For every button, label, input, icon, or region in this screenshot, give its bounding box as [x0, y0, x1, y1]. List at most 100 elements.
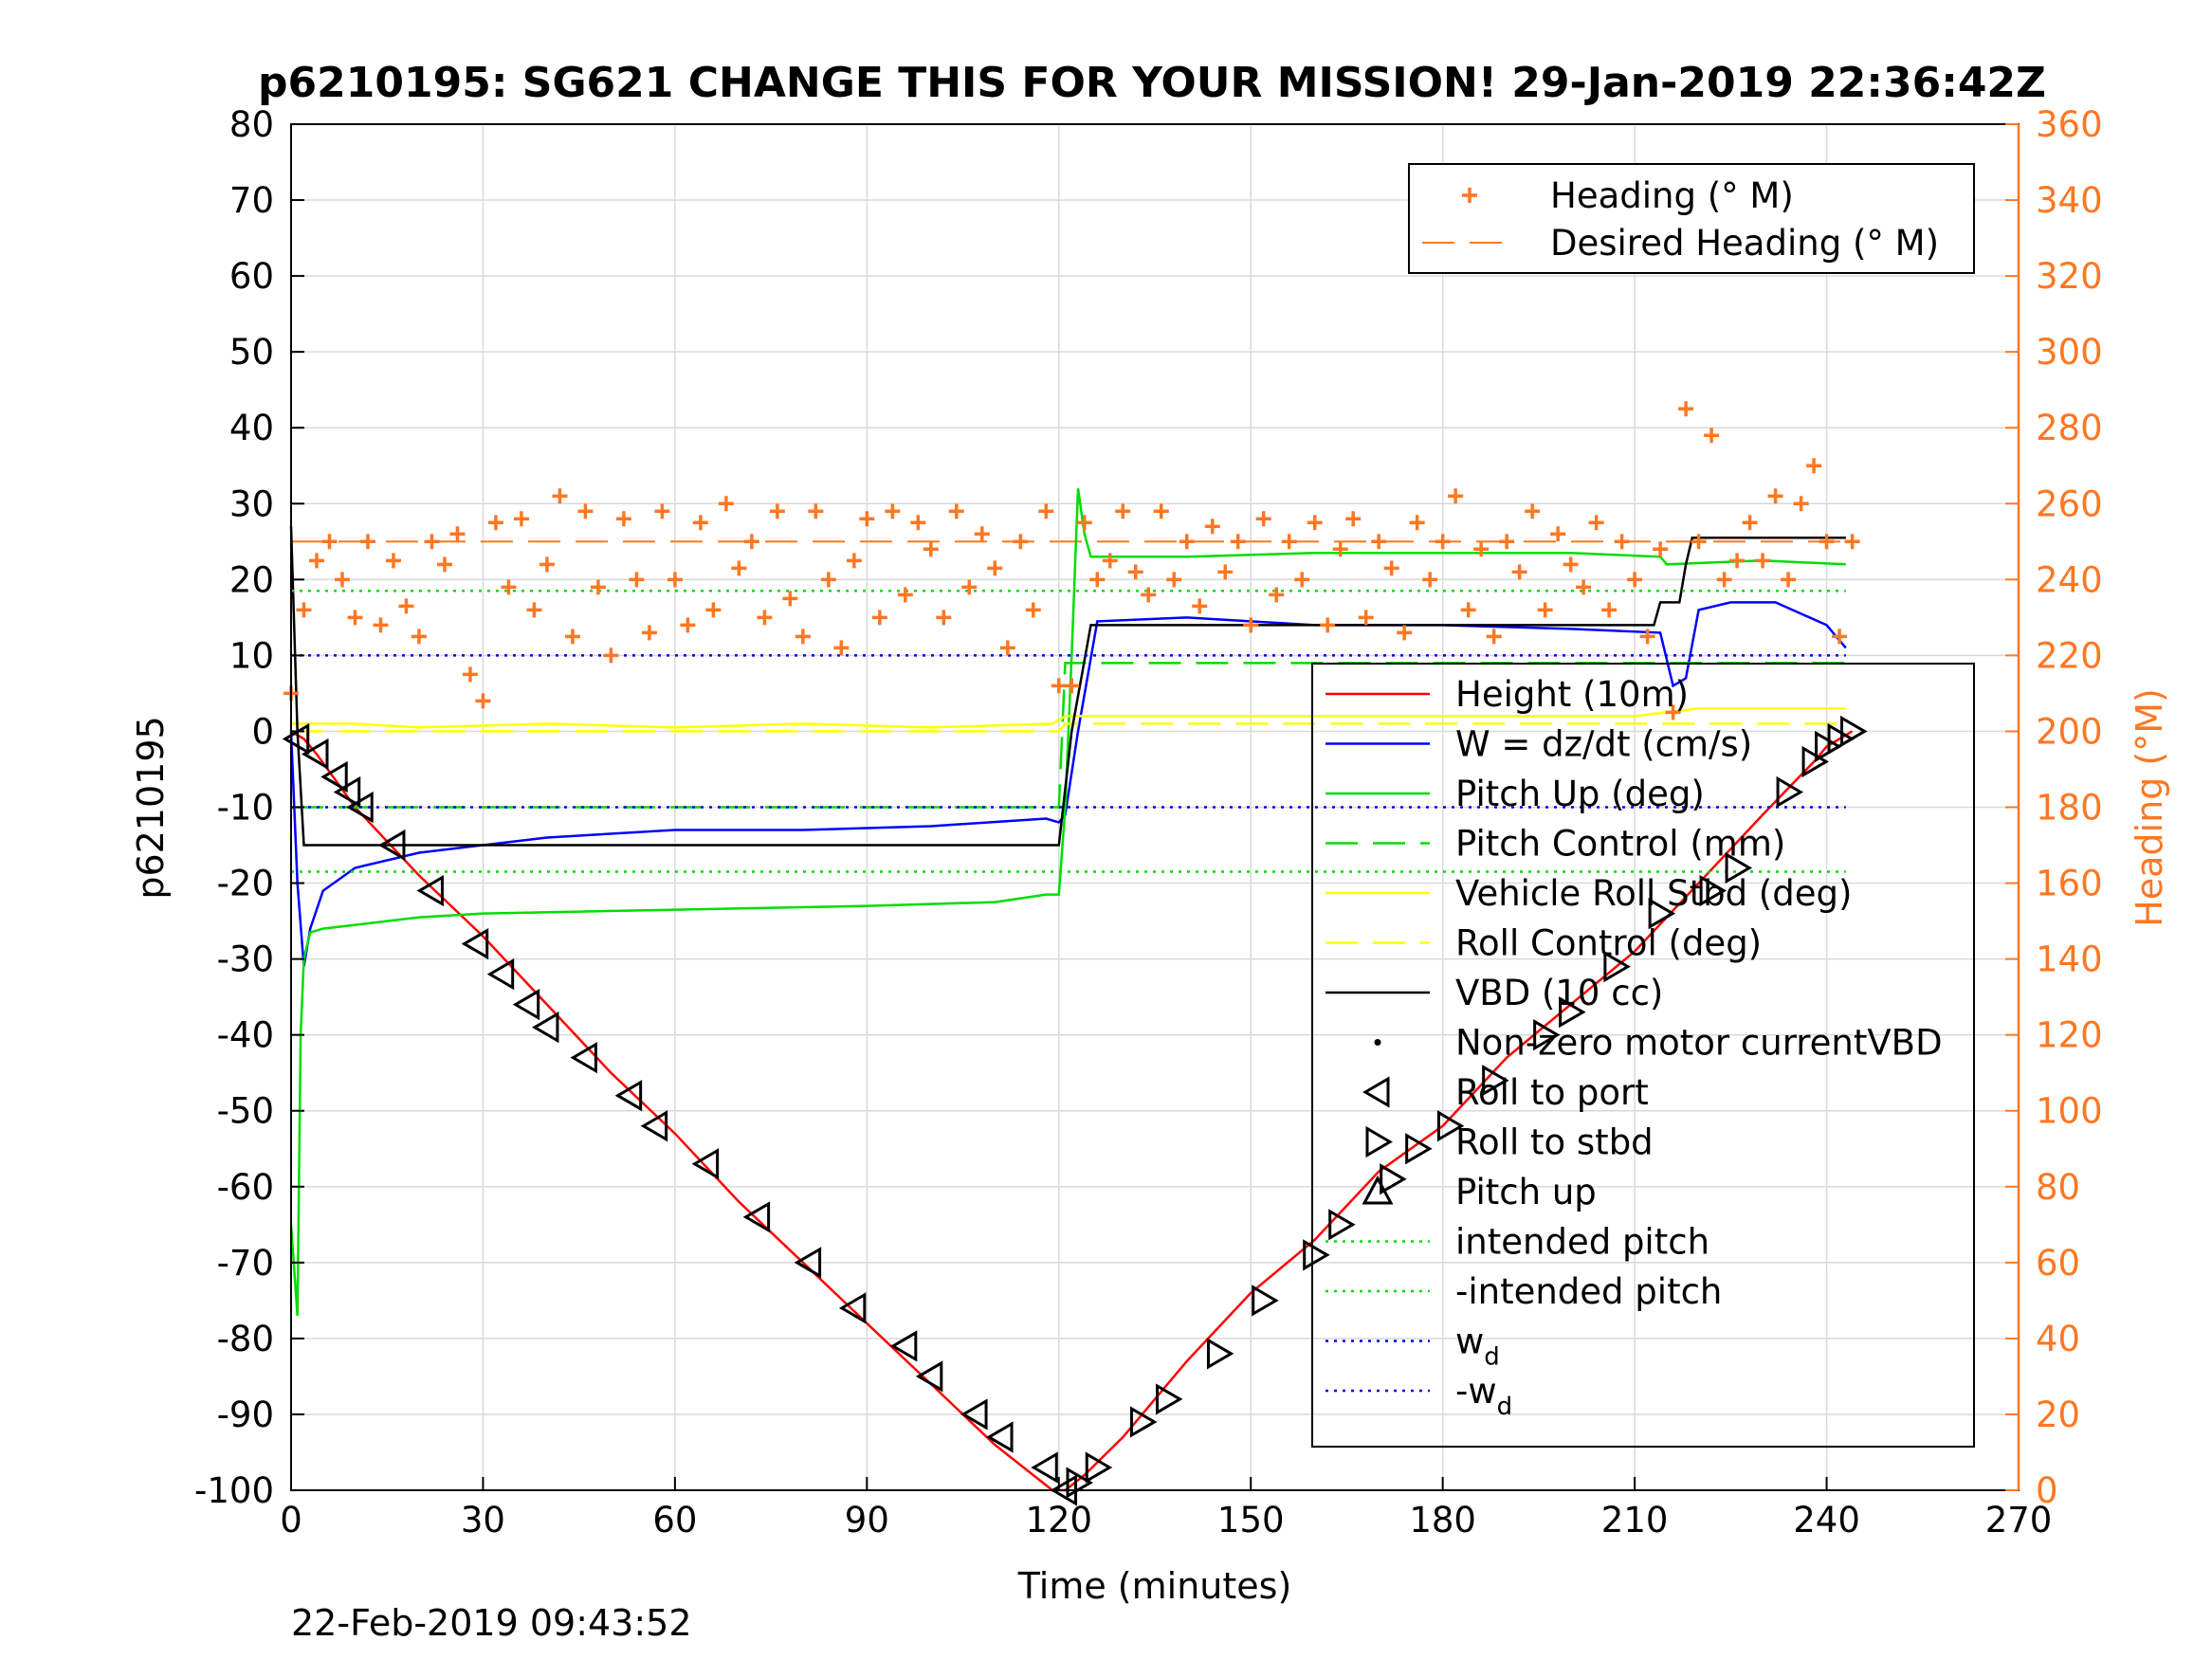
roll-to-port-marker [486, 958, 515, 991]
heading-point [1653, 541, 1669, 557]
roll-to-stbd-marker [1380, 1163, 1407, 1195]
heading-point [846, 553, 862, 569]
x-tick-label: 210 [1601, 1500, 1669, 1540]
x-tick-label: 270 [1985, 1500, 2053, 1540]
y-right-tick-label: 340 [2036, 180, 2103, 221]
y-tick-label: 40 [229, 408, 274, 448]
heading-point [1064, 678, 1080, 694]
heading-point [1537, 602, 1553, 618]
roll-to-port-marker [986, 1421, 1014, 1453]
heading-point [1166, 572, 1182, 588]
y-right-tick-label: 360 [2036, 104, 2103, 145]
legend-label: VBD (10 cc) [1455, 973, 1663, 1013]
heading-point [552, 488, 568, 504]
y-tick-label: 50 [229, 332, 274, 373]
series-line [289, 526, 1846, 847]
roll-to-stbd-marker [1776, 775, 1804, 809]
heading-point [1076, 515, 1092, 531]
y-right-tick-label: 120 [2036, 1015, 2103, 1056]
x-tick-label: 90 [845, 1500, 889, 1540]
heading-point [1409, 515, 1425, 531]
y-axis-label: p6210195 [130, 716, 172, 899]
heading-point [1422, 572, 1438, 588]
roll-to-port-marker [461, 927, 489, 960]
y-tick-label: 30 [229, 483, 274, 524]
heading-point [1255, 511, 1271, 527]
heading-point [1781, 572, 1797, 588]
roll-to-stbd-marker [1436, 1110, 1465, 1142]
series-line [291, 722, 1846, 733]
heading-point [334, 572, 350, 588]
heading-point [1141, 587, 1157, 603]
roll-to-port-marker [838, 1292, 867, 1324]
legend-symbol [1374, 1039, 1381, 1046]
y-right-tick-label: 160 [2036, 864, 2103, 904]
heading-point [897, 587, 913, 603]
heading-point [1716, 572, 1732, 588]
heading-point [1320, 617, 1336, 633]
roll-to-port-marker [614, 1080, 643, 1112]
heading-point [398, 598, 414, 614]
legend-subscript: d [1484, 1343, 1500, 1372]
x-tick-label: 60 [652, 1500, 697, 1540]
heading-point [1704, 428, 1720, 444]
heading-point [1742, 515, 1758, 531]
timestamp: 22-Feb-2019 09:43:52 [291, 1602, 692, 1644]
heading-point [1511, 564, 1527, 580]
heading-point [1525, 503, 1541, 520]
legend-heading-symbol [1462, 188, 1477, 203]
heading-point [1614, 534, 1630, 550]
heading-point [1755, 553, 1771, 569]
heading-point [743, 534, 759, 550]
heading-point [308, 553, 324, 569]
heading-point [1230, 534, 1246, 550]
legend-label: Heading (° M) [1550, 175, 1794, 216]
heading-point [769, 503, 785, 520]
heading-point [999, 640, 1015, 656]
heading-point [1844, 534, 1860, 550]
roll-to-port-marker [416, 874, 444, 907]
roll-to-stbd-marker [1482, 1065, 1509, 1097]
x-axis-label: Time (minutes) [1017, 1565, 1292, 1607]
heading-point [347, 610, 363, 626]
heading-point [1806, 458, 1822, 474]
heading-point [795, 629, 811, 645]
heading-point [692, 515, 708, 531]
y-tick-label: -60 [217, 1167, 274, 1208]
heading-point [449, 526, 466, 542]
heading-point [462, 666, 478, 683]
y-tick-label: 10 [229, 635, 274, 676]
heading-point [424, 534, 440, 550]
roll-to-port-marker [512, 989, 540, 1021]
y-right-tick-label: 40 [2036, 1319, 2080, 1359]
roll-to-stbd-marker [1130, 1406, 1158, 1438]
heading-point [1832, 629, 1848, 645]
roll-to-stbd-marker [1303, 1239, 1330, 1271]
heading-point [1678, 401, 1694, 417]
roll-to-stbd-marker [1155, 1383, 1183, 1415]
heading-point [501, 579, 517, 595]
y-tick-label: -80 [217, 1319, 274, 1359]
heading-point [321, 534, 338, 550]
roll-to-port-marker [377, 829, 406, 862]
y-right-tick-label: 280 [2036, 408, 2103, 448]
roll-to-port-marker [794, 1247, 822, 1279]
heading-point [820, 572, 836, 588]
legend-label: Desired Heading (° M) [1550, 223, 1939, 264]
series-line [291, 707, 1846, 729]
heading-point [910, 515, 926, 531]
heading-point [1627, 572, 1643, 588]
heading-point [1486, 629, 1502, 645]
roll-to-port-marker [531, 1012, 559, 1044]
y-right-tick-label: 240 [2036, 559, 2103, 600]
heading-point [1665, 704, 1681, 720]
y-right-tick-label: 20 [2036, 1395, 2080, 1435]
x-tick-label: 240 [1793, 1500, 1860, 1540]
heading-point [1499, 534, 1515, 550]
y-tick-label: -100 [194, 1470, 274, 1511]
x-tick-label: 0 [280, 1500, 302, 1540]
heading-point [385, 553, 401, 569]
roll-to-port-marker [640, 1110, 668, 1142]
heading-legend: Heading (° M) Desired Heading (° M) [1408, 163, 1975, 274]
legend-label: W = dz/dt (cm/s) [1455, 724, 1752, 765]
